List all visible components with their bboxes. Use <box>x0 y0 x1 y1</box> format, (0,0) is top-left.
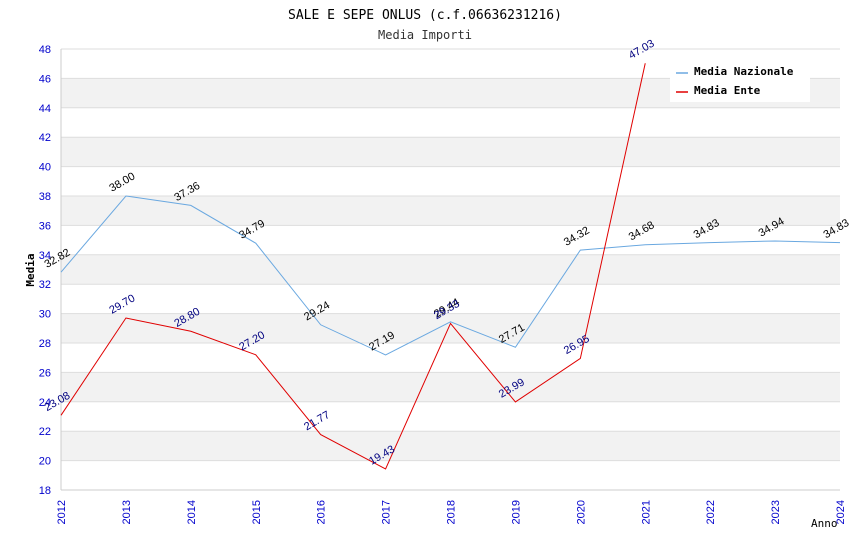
grid-band <box>61 254 840 285</box>
legend-box <box>670 60 810 102</box>
x-tick-label: 2015 <box>251 500 263 524</box>
x-tick-label: 2022 <box>705 500 717 524</box>
grid-lines <box>61 48 840 491</box>
y-tick-label: 40 <box>39 162 51 174</box>
y-tick-label: 28 <box>39 338 51 350</box>
grid-band <box>61 313 840 343</box>
y-tick-label: 32 <box>39 279 51 291</box>
data-label: 47.03 <box>627 38 657 62</box>
x-tick-label: 2014 <box>186 500 198 524</box>
axes <box>60 49 840 491</box>
x-tick-label: 2013 <box>121 500 133 524</box>
legend: Media Nazionale Media Ente <box>670 60 810 102</box>
x-tick-label: 2018 <box>446 500 458 524</box>
y-tick-label: 18 <box>39 485 51 497</box>
x-tick-label: 2012 <box>56 500 68 524</box>
x-axis-label: Anno <box>811 517 838 530</box>
y-tick-label: 34 <box>39 250 51 262</box>
y-tick-label: 36 <box>39 220 51 232</box>
y-tick-label: 38 <box>39 191 51 203</box>
y-tick-label: 20 <box>39 456 51 468</box>
y-tick-labels: 18 20 22 24 26 28 30 32 34 36 38 40 42 44 46 48 <box>39 44 51 497</box>
x-tick-label: 2019 <box>510 500 522 524</box>
grid-band <box>61 137 840 167</box>
series-line-0 <box>60 195 841 356</box>
chart-title: SALE E SEPE ONLUS (c.f.06636231216) <box>288 8 562 23</box>
y-tick-label: 44 <box>39 103 51 115</box>
y-tick-label: 46 <box>39 73 51 85</box>
y-tick-label: 24 <box>39 397 51 409</box>
y-tick-label: 42 <box>39 132 51 144</box>
x-tick-label: 2021 <box>640 500 652 524</box>
grid-bands <box>61 78 840 461</box>
y-tick-label: 26 <box>39 367 51 379</box>
x-tick-label: 2017 <box>381 500 393 524</box>
chart-subtitle: Media Importi <box>378 28 472 42</box>
data-label: 29.70 <box>107 292 137 316</box>
y-axis-label: Media <box>24 253 37 286</box>
series-lines <box>60 63 841 470</box>
legend-label-media-ente: Media Ente <box>694 84 761 97</box>
grid-band <box>61 431 840 461</box>
grid-band <box>61 372 840 402</box>
grid-band <box>61 196 840 226</box>
x-tick-label: 2024 <box>835 500 847 524</box>
data-label: 34.32 <box>562 225 592 249</box>
data-label: 38.00 <box>107 170 137 194</box>
y-tick-label: 48 <box>39 44 51 56</box>
x-tick-labels: 2012 2013 2014 2015 2016 2017 2018 2019 2020 2021… <box>56 500 847 524</box>
series-line-1 <box>60 63 646 470</box>
x-tick-label: 2023 <box>770 500 782 524</box>
legend-label-media-nazionale: Media Nazionale <box>694 65 794 78</box>
data-label: 23.08 <box>43 390 73 414</box>
y-tick-label: 30 <box>39 309 51 321</box>
x-tick-label: 2016 <box>316 500 328 524</box>
x-tick-label: 2020 <box>575 500 587 524</box>
y-tick-label: 22 <box>39 426 51 438</box>
